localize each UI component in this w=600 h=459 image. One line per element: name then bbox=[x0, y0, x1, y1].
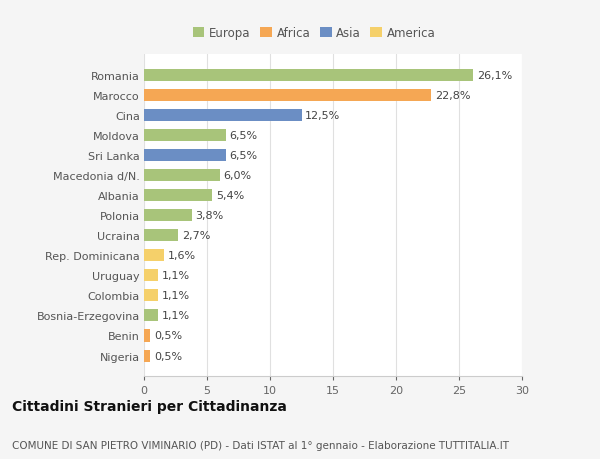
Bar bbox=[144, 150, 226, 162]
Bar bbox=[144, 130, 226, 142]
Text: 5,4%: 5,4% bbox=[216, 191, 244, 201]
Bar bbox=[144, 110, 302, 122]
Text: 3,8%: 3,8% bbox=[196, 211, 224, 221]
Text: 0,5%: 0,5% bbox=[154, 331, 182, 341]
Legend: Europa, Africa, Asia, America: Europa, Africa, Asia, America bbox=[188, 22, 440, 45]
Text: 22,8%: 22,8% bbox=[435, 91, 470, 101]
Bar bbox=[144, 190, 212, 202]
Bar bbox=[144, 230, 178, 242]
Bar bbox=[144, 310, 158, 322]
Bar bbox=[144, 170, 220, 182]
Text: 12,5%: 12,5% bbox=[305, 111, 341, 121]
Text: Cittadini Stranieri per Cittadinanza: Cittadini Stranieri per Cittadinanza bbox=[12, 399, 287, 413]
Bar bbox=[144, 330, 151, 342]
Text: 2,7%: 2,7% bbox=[182, 231, 210, 241]
Bar bbox=[144, 250, 164, 262]
Bar bbox=[144, 70, 473, 82]
Text: 6,0%: 6,0% bbox=[223, 171, 251, 181]
Text: 1,1%: 1,1% bbox=[161, 311, 190, 321]
Text: 6,5%: 6,5% bbox=[230, 151, 258, 161]
Bar bbox=[144, 350, 151, 362]
Bar bbox=[144, 270, 158, 282]
Text: 1,6%: 1,6% bbox=[168, 251, 196, 261]
Bar bbox=[144, 290, 158, 302]
Text: 1,1%: 1,1% bbox=[161, 291, 190, 301]
Bar bbox=[144, 210, 192, 222]
Bar bbox=[144, 90, 431, 102]
Text: 0,5%: 0,5% bbox=[154, 351, 182, 361]
Text: 1,1%: 1,1% bbox=[161, 271, 190, 281]
Text: 26,1%: 26,1% bbox=[476, 71, 512, 81]
Text: 6,5%: 6,5% bbox=[230, 131, 258, 141]
Text: COMUNE DI SAN PIETRO VIMINARIO (PD) - Dati ISTAT al 1° gennaio - Elaborazione TU: COMUNE DI SAN PIETRO VIMINARIO (PD) - Da… bbox=[12, 440, 509, 450]
